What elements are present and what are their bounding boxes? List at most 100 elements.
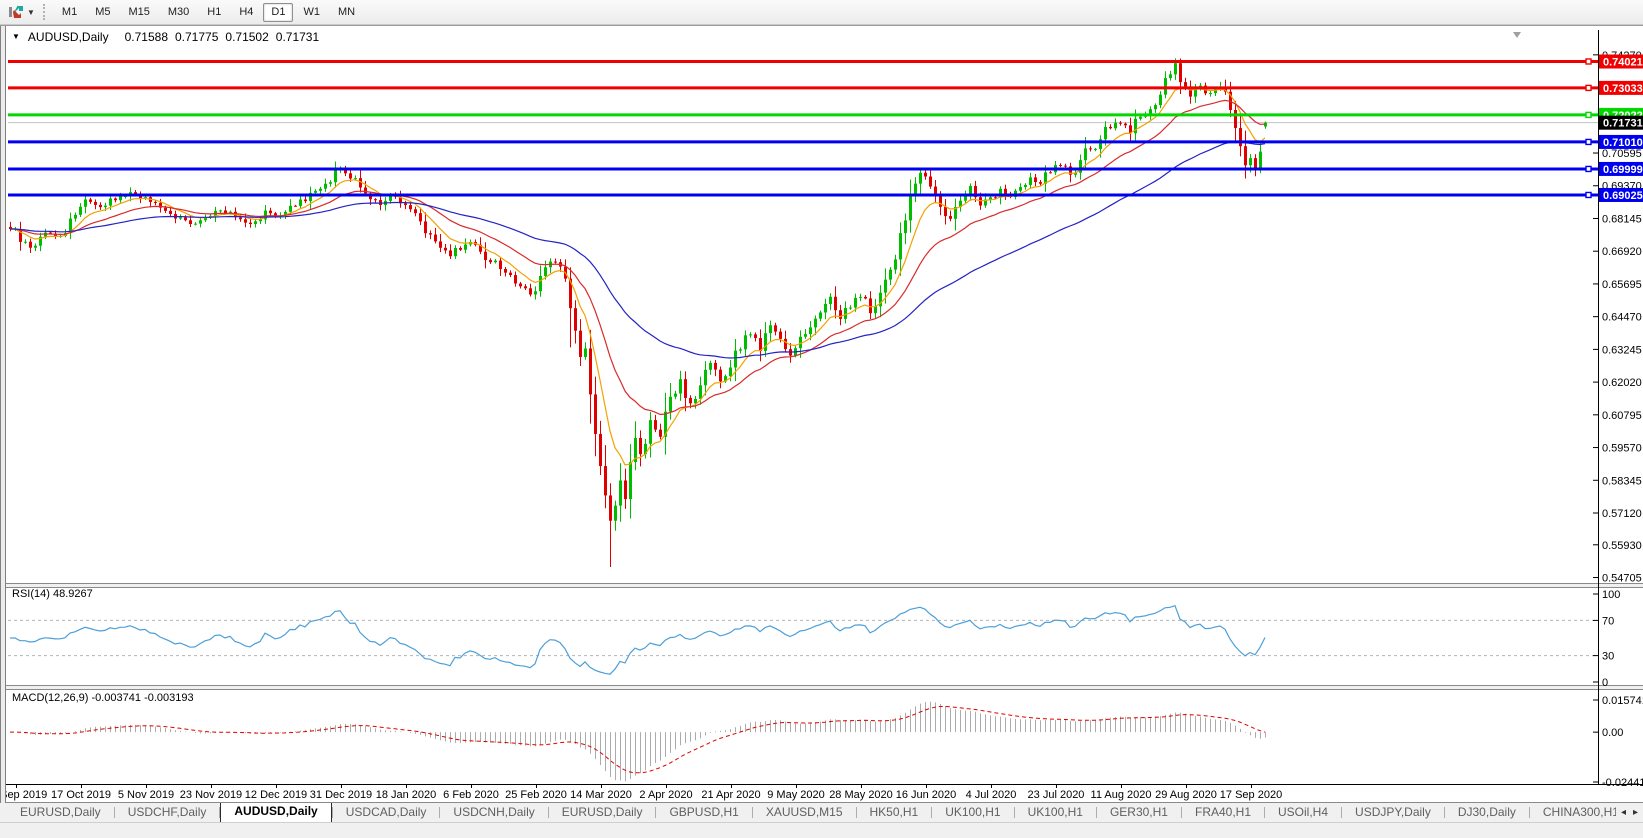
hline-073033[interactable] (8, 84, 1598, 92)
chart-windows-icon[interactable] (6, 4, 26, 20)
hline-anchor-marker[interactable] (1585, 165, 1592, 173)
timeframe-button-m1[interactable]: M1 (61, 5, 78, 18)
hline-072022[interactable] (8, 111, 1598, 119)
timeframe-button-mn[interactable]: MN (337, 5, 356, 18)
candle (1109, 124, 1112, 130)
candle-body (1039, 182, 1042, 184)
candle-body (199, 220, 202, 224)
candle-body (1259, 151, 1262, 169)
candle (494, 258, 497, 264)
candle-body (1139, 116, 1142, 119)
price-axis-tick-label: 0.66920 (1602, 246, 1642, 258)
tab-usdchf-daily[interactable]: USDCHF,Daily (127, 805, 207, 819)
candle (914, 177, 917, 203)
candle-body (219, 210, 222, 212)
candles-layer (9, 58, 1267, 567)
panel-splitter[interactable] (0, 584, 1643, 587)
hline-label-text: 0.73033 (1603, 83, 1643, 95)
candle-body (664, 411, 667, 437)
tab-xauusd-m15[interactable]: XAUUSD,M15 (765, 805, 843, 819)
price-axis[interactable] (1599, 29, 1643, 784)
tab-scroll-buttons: ◂ ▸ (1615, 803, 1643, 822)
candle (264, 204, 267, 224)
hline-074021[interactable] (8, 58, 1598, 65)
rsi-axis-label: 30 (1602, 651, 1614, 663)
tab-china300-h1[interactable]: CHINA300,H1 (1542, 805, 1619, 819)
candle-body (674, 393, 677, 397)
tab-usoil-h4[interactable]: USOil,H4 (1278, 805, 1329, 819)
tab-scroll-right-icon[interactable]: ▸ (1632, 806, 1638, 818)
candle-body (864, 296, 867, 299)
candle (744, 330, 747, 357)
candle-body (484, 251, 487, 261)
candle-body (989, 197, 992, 200)
candle-body (999, 188, 1002, 198)
candle-body (444, 247, 447, 251)
candle (589, 329, 592, 424)
candle-body (724, 376, 727, 382)
tab-dj30-daily[interactable]: DJ30,Daily (1457, 805, 1516, 819)
candle (204, 214, 207, 223)
toolbar-dropdown-caret[interactable]: ▼ (27, 7, 35, 17)
candle-body (1024, 184, 1027, 188)
candle-body (289, 205, 292, 212)
candle (1004, 184, 1007, 200)
tab-ger30-h1[interactable]: GER30,H1 (1109, 805, 1168, 819)
candle-body (244, 219, 247, 223)
chart-shift-marker[interactable] (1513, 32, 1521, 38)
macd-signal-line (10, 705, 1266, 774)
price-chart-canvas: 0.742700.705950.693700.681450.669200.656… (0, 29, 1643, 801)
hline-anchor-marker[interactable] (1585, 58, 1592, 65)
hline-anchor-marker[interactable] (1585, 138, 1592, 146)
chart-plot-area[interactable] (8, 29, 1598, 584)
candle-body (1089, 148, 1092, 150)
candle (879, 285, 882, 318)
candle-body (344, 167, 347, 174)
timeframe-button-h4[interactable]: H4 (239, 5, 254, 18)
tab-usdcnh-daily[interactable]: USDCNH,Daily (453, 805, 535, 819)
date-label: 12 Dec 2019 (245, 789, 307, 801)
hline-069025[interactable] (8, 191, 1598, 199)
candle (39, 232, 42, 252)
candle-body (1179, 63, 1182, 83)
candle-body (894, 259, 897, 270)
period-toolbar: ▼ M1 M5 M15 M30 H1 H4 D1 W1 MN (0, 0, 1643, 25)
timeframe-button-h1[interactable]: H1 (207, 5, 222, 18)
tab-hk50-h1[interactable]: HK50,H1 (869, 805, 919, 819)
panel-splitter[interactable] (0, 686, 1643, 689)
tab-eurusd-daily[interactable]: EURUSD,Daily (561, 805, 643, 819)
timeframe-button-m30[interactable]: M30 (167, 5, 190, 18)
timeframe-button-w1[interactable]: W1 (303, 5, 320, 18)
tab-audusd-daily[interactable]: AUDUSD,Daily (220, 803, 332, 822)
hline-071010[interactable] (8, 138, 1598, 146)
tab-usdcad-daily[interactable]: USDCAD,Daily (345, 805, 427, 819)
hline-069999[interactable] (8, 165, 1598, 173)
tab-fra40-h1[interactable]: FRA40,H1 (1194, 805, 1252, 819)
candle (909, 179, 912, 233)
hline-anchor-marker[interactable] (1585, 111, 1592, 119)
candle (944, 199, 947, 225)
candle-body (1114, 122, 1117, 129)
candle (844, 301, 847, 324)
hline-anchor-marker[interactable] (1585, 191, 1592, 199)
candle-body (159, 202, 162, 208)
hline-anchor-marker[interactable] (1585, 84, 1592, 92)
candle (974, 180, 977, 203)
tab-uk100-h1[interactable]: UK100,H1 (1027, 805, 1083, 819)
timeframe-button-m5[interactable]: M5 (95, 5, 111, 18)
chart-collapse-icon[interactable]: ▼ (12, 32, 20, 41)
candle (299, 194, 302, 209)
candle-body (1049, 172, 1052, 174)
candle (1209, 90, 1212, 97)
tab-scroll-left-icon[interactable]: ◂ (1620, 806, 1626, 818)
timeframe-button-d1[interactable]: D1 (263, 2, 294, 22)
toolbar-grip[interactable] (42, 4, 45, 20)
timeframe-button-m15[interactable]: M15 (128, 5, 150, 18)
candle-body (434, 234, 437, 242)
tab-gbpusd-h1[interactable]: GBPUSD,H1 (669, 805, 739, 819)
time-axis[interactable]: 28 Sep 2019 17 Oct 2019 5 Nov 2019 23 Nov 2… (0, 785, 1282, 801)
tab-uk100-h1[interactable]: UK100,H1 (945, 805, 1001, 819)
candle (1094, 147, 1097, 152)
tab-usdjpy-daily[interactable]: USDJPY,Daily (1355, 805, 1431, 819)
tab-eurusd-daily[interactable]: EURUSD,Daily (20, 805, 101, 819)
